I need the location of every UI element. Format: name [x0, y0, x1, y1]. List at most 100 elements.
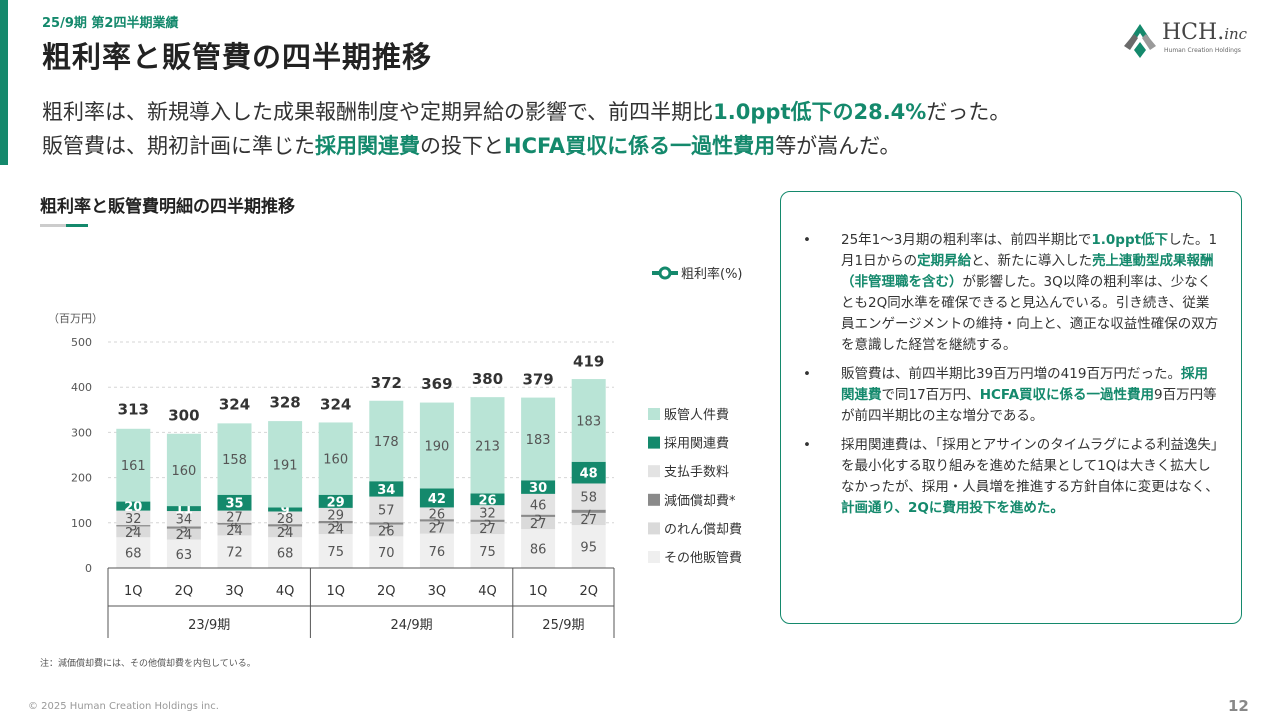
legend-swatch — [648, 408, 660, 420]
lead-line-2-text: 販管費は、期初計画に準じた — [42, 134, 315, 158]
chart-title: 粗利率と販管費明細の四半期推移 — [40, 197, 295, 217]
x-tick-label: 2Q — [175, 584, 194, 599]
bar-value-label: 5 — [180, 522, 188, 537]
commentary-item-1-highlight: 定期昇給 — [917, 253, 972, 269]
commentary-item: • 25年1〜3月期の粗利率は、前四半期比で1.0ppt低下した。1月1日からの定… — [801, 230, 1221, 356]
bar-segment — [571, 461, 606, 484]
commentary-item-1-text: が影響した。3Q以降の粗利率は、少なくとも2Q同水準を確保できると見込んでいる。… — [841, 274, 1219, 353]
x-tick-label: 4Q — [276, 584, 295, 599]
bar-value-label: 27 — [580, 513, 597, 528]
bar-total-label: 380 — [472, 370, 503, 388]
bar-value-label: 35 — [225, 497, 243, 512]
legend-swatch — [648, 551, 660, 563]
bar-value-label: 42 — [428, 492, 446, 507]
bar-segment — [166, 526, 201, 529]
bar-segment — [521, 480, 556, 494]
title-underline — [40, 224, 66, 227]
commentary-item: • 販管費は、前四半期比39百万円増の419百万円だった。採用関連費で同17百万円… — [801, 364, 1221, 427]
commentary-item-3-highlight: 計画通り、2Qに費用投下を進めた。 — [841, 500, 1064, 516]
commentary-item-2-text: で同17百万円、 — [881, 387, 980, 403]
bar-segment — [318, 494, 353, 508]
bar-value-label: 9 — [281, 503, 290, 518]
bar-segment — [369, 522, 404, 525]
bar-segment — [369, 481, 404, 497]
bar-total-label: 369 — [421, 375, 452, 393]
x-group-label: 24/9期 — [390, 618, 432, 633]
bar-value-label: 3 — [129, 520, 137, 535]
bar-total-label: 313 — [118, 401, 149, 419]
bar-segment — [470, 493, 505, 506]
bar-value-label: 5 — [483, 515, 491, 530]
bar-segment — [268, 524, 303, 527]
commentary-item-2-highlight: HCFA買収に係る一過性費用 — [979, 387, 1155, 403]
legend-label: 販管人件費 — [664, 408, 729, 423]
lead-line-2: 販管費は、期初計画に準じた採用関連費の投下とHCFA買収に係る一過性費用等が嵩ん… — [42, 130, 901, 160]
bar-segment — [268, 537, 303, 568]
commentary-item-1-text: と、新たに導入した — [971, 253, 1093, 269]
y-tick-label: 400 — [71, 381, 92, 394]
bar-segment — [571, 512, 606, 526]
company-logo: HCH.inc Human Creation Holdings — [1120, 18, 1260, 62]
x-tick-label: 4Q — [478, 584, 497, 599]
bar-value-label: 57 — [378, 503, 395, 518]
logo-mark-icon — [1124, 24, 1156, 58]
lead-line-1-text: だった。 — [926, 100, 1011, 124]
x-tick-label: 2Q — [377, 584, 396, 599]
bar-value-label: 183 — [576, 414, 601, 429]
bar-value-label: 86 — [530, 543, 547, 558]
x-tick-label: 3Q — [428, 584, 447, 599]
bar-value-label: 5 — [534, 510, 542, 525]
commentary-item-2-text: 9百万円等が前四半期比の主な増分である。 — [841, 387, 1217, 424]
bar-value-label: 5 — [433, 514, 441, 529]
commentary-item-2-text: 販管費は、前四半期比39百万円増の419百万円だった。 — [841, 366, 1181, 382]
legend-label: 粗利率(%) — [681, 266, 743, 282]
commentary-item: • 採用関連費は、「採用とアサインのタイムラグによる利益逸失」を最小化する取り組み… — [801, 435, 1221, 519]
legend-label: のれん償却費 — [664, 522, 742, 537]
bar-segment — [166, 433, 201, 507]
x-group-label: 23/9期 — [188, 618, 230, 633]
bar-segment — [419, 521, 454, 534]
bar-value-label: 32 — [125, 512, 142, 527]
lead-line-1-highlight: 1.0ppt低下の28.4% — [713, 100, 927, 124]
bar-segment — [217, 522, 252, 525]
bar-value-label: 63 — [176, 548, 193, 563]
x-tick-label: 3Q — [225, 584, 244, 599]
bar-segment — [268, 421, 303, 508]
lead-line-2-highlight: 採用関連費 — [315, 134, 420, 158]
bar-value-label: 48 — [580, 467, 598, 482]
bar-total-label: 324 — [320, 396, 351, 414]
bar-value-label: 178 — [374, 435, 399, 450]
bar-total-label: 419 — [573, 353, 604, 371]
bar-segment — [268, 526, 303, 538]
commentary-item-1-highlight: 売上連動型成果報酬（非管理職を含む） — [841, 253, 1214, 290]
y-tick-label: 200 — [71, 472, 92, 485]
bar-segment — [521, 516, 556, 530]
commentary-item-1-highlight: 1.0ppt低下 — [1091, 232, 1169, 248]
bar-segment — [419, 488, 454, 508]
bar-value-label: 75 — [479, 545, 496, 560]
bar-value-label: 29 — [327, 508, 344, 523]
bar-segment — [571, 509, 606, 513]
bar-value-label: 20 — [124, 500, 142, 515]
lead-line-1-text: 粗利率は、新規導入した成果報酬制度や定期昇給の影響で、前四半期比 — [42, 100, 714, 124]
bar-segment — [116, 428, 151, 502]
bar-value-label: 24 — [277, 526, 294, 541]
lead-line-2-text: の投下と — [420, 134, 504, 158]
bar-value-label: 95 — [580, 541, 597, 556]
y-tick-label: 100 — [71, 517, 92, 530]
bar-total-label: 324 — [219, 396, 250, 414]
bar-segment — [116, 501, 151, 511]
bar-value-label: 68 — [125, 547, 142, 562]
commentary-item-1-text: した。1月1日からの — [841, 232, 1218, 269]
bar-value-label: 191 — [273, 458, 298, 473]
bar-value-label: 27 — [429, 522, 446, 537]
bullet-icon: • — [803, 366, 811, 382]
commentary-item-3-text: 採用関連費は、「採用とアサインのタイムラグによる利益逸失」を最小化する取り組みを… — [841, 437, 1219, 495]
bar-total-label: 300 — [168, 406, 199, 424]
bar-segment — [217, 524, 252, 536]
bar-segment — [369, 400, 404, 482]
x-tick-label: 1Q — [124, 584, 143, 599]
bar-segment — [419, 507, 454, 520]
bar-value-label: 24 — [226, 524, 243, 539]
bar-segment — [116, 510, 151, 526]
